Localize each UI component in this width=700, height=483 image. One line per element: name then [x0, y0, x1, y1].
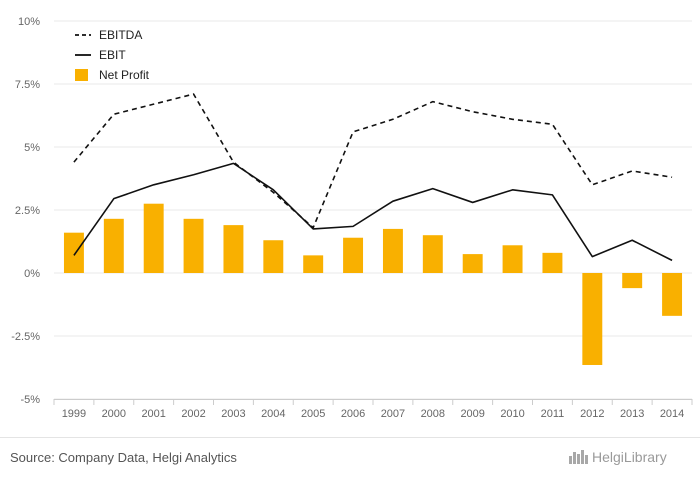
legend-label: EBIT [99, 48, 126, 62]
x-tick-label: 1999 [62, 408, 86, 420]
legend-swatch-net-profit [75, 69, 88, 81]
x-tick-label: 2007 [381, 408, 405, 420]
bars-net-profit [63, 203, 683, 365]
helgi-library-logo[interactable]: HelgiLibrary [569, 449, 667, 465]
lines [73, 93, 673, 262]
y-tick-label: -2.5% [11, 331, 40, 343]
x-tick-label: 2005 [301, 408, 325, 420]
x-tick-label: 2010 [500, 408, 524, 420]
y-tick-label: 7.5% [15, 79, 40, 91]
y-tick-label: 2.5% [15, 205, 40, 217]
bar-net-profit [63, 232, 84, 273]
x-tick-label: 2012 [580, 408, 604, 420]
bar-net-profit [582, 273, 603, 365]
bar-net-profit [542, 252, 563, 273]
y-tick-label: -5% [20, 394, 40, 406]
footer-divider [0, 437, 700, 438]
logo-text: HelgiLibrary [592, 449, 667, 465]
y-tick-label: 0% [24, 268, 40, 280]
bar-net-profit [343, 237, 364, 273]
bar-net-profit [303, 255, 324, 273]
bar-net-profit [103, 218, 124, 273]
legend-label: EBITDA [99, 28, 142, 42]
y-tick-label: 10% [18, 16, 40, 28]
bar-net-profit [263, 240, 284, 273]
x-axis-labels: 1999 2000 2001 2002 2003 2004 2005 2006 2007 2008… [62, 408, 685, 420]
chart: -5% -2.5% 0% 2.5% 5% 7.5% 10% 1999 2000 2001 2002… [11, 16, 693, 420]
x-tick-label: 2011 [541, 408, 565, 420]
bar-net-profit [662, 273, 683, 316]
legend-label: Net Profit [99, 68, 150, 82]
x-tick-label: 2006 [341, 408, 365, 420]
bar-net-profit [382, 228, 403, 273]
source-note: Source: Company Data, Helgi Analytics [10, 450, 237, 465]
bar-net-profit [422, 235, 443, 273]
x-tick-label: 2002 [181, 408, 205, 420]
x-tick-label: 2008 [421, 408, 445, 420]
line-ebit [73, 162, 673, 262]
y-tick-label: 5% [24, 142, 40, 154]
bar-net-profit [143, 203, 164, 273]
x-tick-label: 2004 [261, 408, 285, 420]
legend: EBITDA EBIT Net Profit [75, 28, 150, 82]
bar-net-profit [183, 218, 204, 273]
library-icon [569, 450, 589, 464]
x-tick-label: 2000 [102, 408, 126, 420]
bar-net-profit [622, 273, 643, 289]
bar-net-profit [223, 225, 244, 273]
x-tick-label: 2009 [460, 408, 484, 420]
x-tick-label: 2003 [221, 408, 245, 420]
y-axis-labels: -5% -2.5% 0% 2.5% 5% 7.5% 10% [11, 16, 40, 406]
x-tick-label: 2001 [141, 408, 165, 420]
x-tick-label: 2014 [660, 408, 684, 420]
bar-net-profit [462, 254, 483, 273]
x-tick-label: 2013 [620, 408, 644, 420]
bar-net-profit [502, 245, 523, 273]
line-ebitda [73, 93, 673, 229]
